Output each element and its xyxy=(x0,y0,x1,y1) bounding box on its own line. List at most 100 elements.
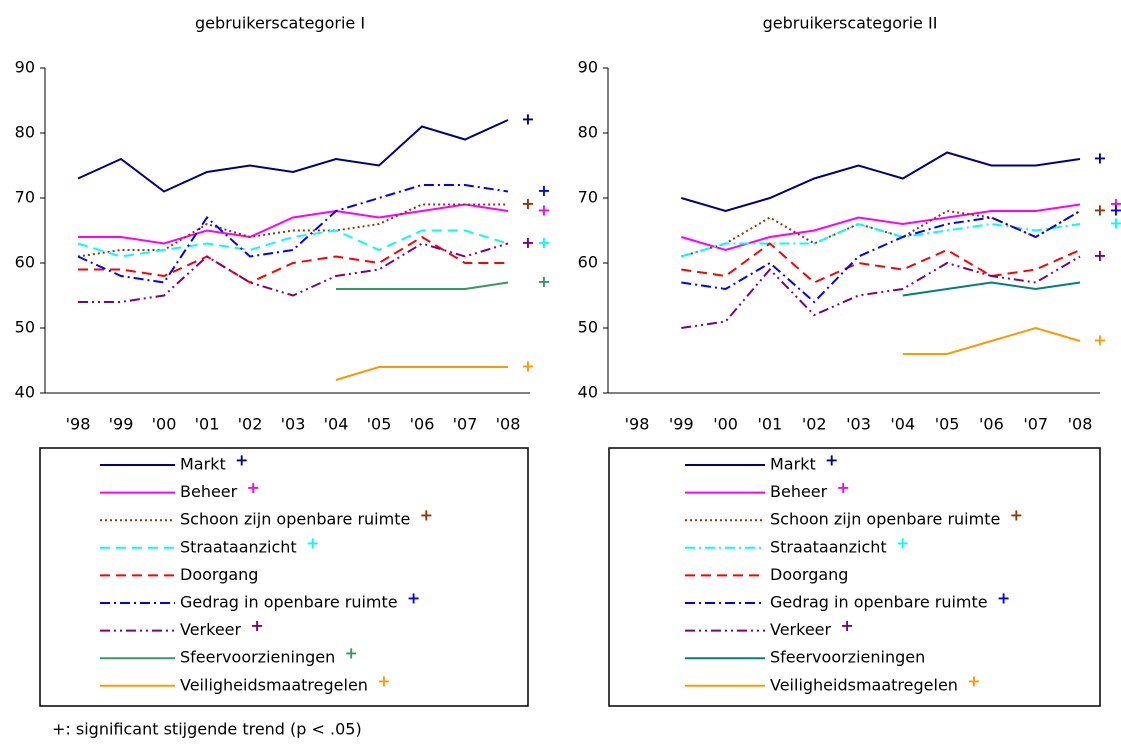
x-tick-label: '05 xyxy=(935,415,960,434)
x-tick-label: '01 xyxy=(195,415,220,434)
y-tick-label: 70 xyxy=(15,188,35,207)
legend-trend: + xyxy=(306,533,319,552)
y-tick-label: 40 xyxy=(578,383,598,402)
series-line xyxy=(78,203,509,245)
legend-trend: + xyxy=(825,451,838,470)
legend-label: Schoon zijn openbare ruimte xyxy=(180,510,410,529)
trend-marker: + xyxy=(521,110,534,129)
y-tick-label: 90 xyxy=(15,58,35,77)
trend-marker: + xyxy=(521,233,534,252)
trend-marker: + xyxy=(1093,201,1106,220)
series-line xyxy=(681,255,1081,329)
legend-label: Beheer xyxy=(180,482,238,501)
series-line xyxy=(77,203,508,258)
series-line xyxy=(336,281,509,290)
x-tick-label: '99 xyxy=(669,415,694,434)
legend-label: Verkeer xyxy=(180,620,242,639)
x-tick-label: '04 xyxy=(324,415,349,434)
series-line xyxy=(681,210,1081,304)
trend-marker: + xyxy=(537,181,550,200)
legend-trend: + xyxy=(377,671,390,690)
legend-label: Veiligheidsmaatregelen xyxy=(180,675,368,694)
y-tick-label: 90 xyxy=(578,58,598,77)
x-tick-label: '98 xyxy=(66,415,91,434)
y-tick-label: 60 xyxy=(578,253,598,272)
series-line xyxy=(77,184,509,284)
trend-marker: + xyxy=(1093,246,1106,265)
trend-marker: + xyxy=(537,233,550,252)
legend-trend: + xyxy=(235,451,248,470)
trend-marker: + xyxy=(1109,214,1121,233)
legend-label: Gedrag in openbare ruimte xyxy=(180,593,398,612)
x-tick-label: '00 xyxy=(713,415,738,434)
legend-label: Sfeervoorzieningen xyxy=(770,648,925,667)
y-tick-label: 70 xyxy=(578,188,598,207)
legend-label: Schoon zijn openbare ruimte xyxy=(770,510,1000,529)
x-tick-label: '00 xyxy=(152,415,177,434)
legend-label: Verkeer xyxy=(770,620,832,639)
trend-marker: + xyxy=(537,201,550,220)
legend-label: Sfeervoorzieningen xyxy=(180,648,335,667)
legend-trend: + xyxy=(407,589,420,608)
legend-trend: + xyxy=(896,533,909,552)
legend-label: Veiligheidsmaatregelen xyxy=(770,675,958,694)
legend-label: Straataanzicht xyxy=(770,537,887,556)
series-line xyxy=(78,235,508,284)
x-tick-label: '98 xyxy=(625,415,650,434)
trend-marker: + xyxy=(1109,194,1121,213)
y-tick-label: 50 xyxy=(578,318,598,337)
legend-trend: + xyxy=(247,478,260,497)
legend-trend: + xyxy=(967,671,980,690)
y-tick-label: 80 xyxy=(578,123,598,142)
trend-marker: + xyxy=(1093,331,1106,350)
x-tick-label: '08 xyxy=(496,415,521,434)
series-line xyxy=(335,366,508,381)
x-tick-label: '03 xyxy=(281,415,306,434)
series-line xyxy=(902,326,1081,355)
x-tick-label: '07 xyxy=(1023,415,1048,434)
trend-marker: + xyxy=(521,194,534,213)
legend-box xyxy=(608,447,1101,707)
series-line xyxy=(902,281,1081,297)
legend-label: Straataanzicht xyxy=(180,537,297,556)
legend-trend: + xyxy=(250,616,263,635)
y-tick-label: 50 xyxy=(15,318,35,337)
legend-trend: + xyxy=(997,589,1010,608)
footnote: +: significant stijgende trend (p < .05) xyxy=(52,720,362,739)
x-tick-label: '08 xyxy=(1068,415,1093,434)
y-tick-label: 80 xyxy=(15,123,35,142)
legend-box xyxy=(39,447,529,707)
series-line xyxy=(681,209,1081,258)
legend-trend: + xyxy=(420,506,433,525)
series-line xyxy=(681,151,1081,213)
x-tick-label: '07 xyxy=(453,415,478,434)
x-tick-label: '05 xyxy=(367,415,392,434)
legend-label: Markt xyxy=(770,455,816,474)
x-tick-label: '04 xyxy=(890,415,915,434)
chart-title: gebruikerscategorie I xyxy=(195,14,365,33)
trend-marker: + xyxy=(521,357,534,376)
legend-label: Doorgang xyxy=(770,565,848,584)
legend-trend: + xyxy=(1010,506,1023,525)
chart-title: gebruikerscategorie II xyxy=(763,14,938,33)
trend-marker: + xyxy=(1093,149,1106,168)
legend-label: Markt xyxy=(180,455,226,474)
legend-label: Beheer xyxy=(770,482,828,501)
legend-label: Doorgang xyxy=(180,565,258,584)
legend-trend: + xyxy=(840,616,853,635)
x-tick-label: '06 xyxy=(410,415,435,434)
series-line xyxy=(77,229,509,258)
x-tick-label: '99 xyxy=(109,415,134,434)
series-line xyxy=(77,119,509,193)
trend-marker: + xyxy=(537,272,550,291)
x-tick-label: '02 xyxy=(238,415,263,434)
x-tick-label: '03 xyxy=(846,415,871,434)
x-tick-label: '06 xyxy=(979,415,1004,434)
y-tick-label: 40 xyxy=(15,383,35,402)
legend-label: Gedrag in openbare ruimte xyxy=(770,593,988,612)
x-tick-label: '02 xyxy=(802,415,827,434)
x-tick-label: '01 xyxy=(758,415,783,434)
series-line xyxy=(78,242,509,303)
y-tick-label: 60 xyxy=(15,253,35,272)
